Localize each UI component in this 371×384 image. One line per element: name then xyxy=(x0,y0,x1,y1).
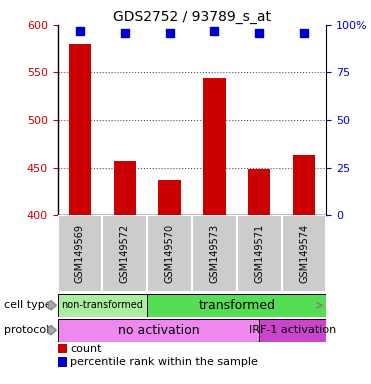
Bar xyxy=(282,215,326,292)
Text: percentile rank within the sample: percentile rank within the sample xyxy=(70,357,258,367)
Text: IRF-1 activation: IRF-1 activation xyxy=(249,325,336,335)
Bar xyxy=(147,294,326,317)
Bar xyxy=(248,169,270,215)
Point xyxy=(301,30,307,36)
Bar xyxy=(58,294,147,317)
Text: GSM149569: GSM149569 xyxy=(75,224,85,283)
Text: GSM149574: GSM149574 xyxy=(299,224,309,283)
Point xyxy=(122,30,128,36)
Bar xyxy=(293,155,315,215)
Text: cell type: cell type xyxy=(4,300,51,310)
Text: GSM149572: GSM149572 xyxy=(120,224,130,283)
Title: GDS2752 / 93789_s_at: GDS2752 / 93789_s_at xyxy=(113,10,271,24)
Text: count: count xyxy=(70,344,102,354)
Text: non-transformed: non-transformed xyxy=(61,300,143,310)
Bar xyxy=(192,215,237,292)
Bar xyxy=(114,161,136,215)
Point xyxy=(211,28,217,34)
Text: GSM149571: GSM149571 xyxy=(254,224,264,283)
Bar xyxy=(259,319,326,342)
Bar xyxy=(58,319,259,342)
Bar xyxy=(147,215,192,292)
Bar xyxy=(58,215,102,292)
Text: transformed: transformed xyxy=(198,299,275,312)
Bar xyxy=(102,215,147,292)
Bar xyxy=(158,180,181,215)
Text: protocol: protocol xyxy=(4,325,49,335)
Text: no activation: no activation xyxy=(118,324,199,337)
Text: GSM149573: GSM149573 xyxy=(209,224,219,283)
Point xyxy=(77,28,83,34)
Bar xyxy=(203,78,226,215)
Text: GSM149570: GSM149570 xyxy=(165,224,175,283)
Bar xyxy=(237,215,282,292)
Point xyxy=(256,30,262,36)
Bar xyxy=(69,44,91,215)
Point xyxy=(167,30,173,36)
